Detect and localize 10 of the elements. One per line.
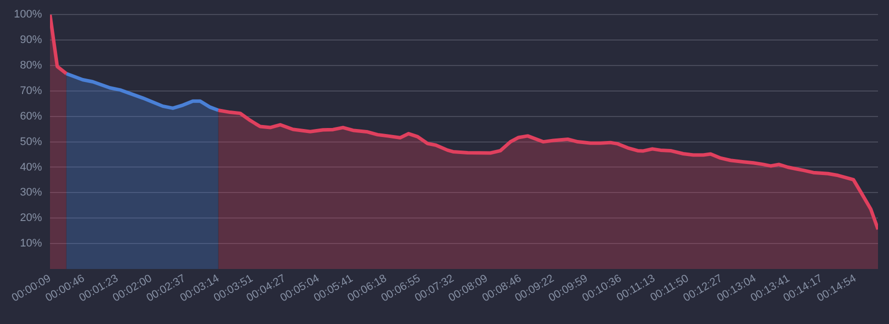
y-tick-label: 50% xyxy=(20,136,42,148)
y-tick-label: 80% xyxy=(20,60,42,72)
y-tick-label: 70% xyxy=(20,84,42,97)
y-tick-label: 40% xyxy=(20,161,42,174)
y-tick-label: 60% xyxy=(20,110,42,122)
y-tick-label: 90% xyxy=(20,34,42,46)
y-tick-label: 10% xyxy=(20,238,42,250)
y-tick-label: 20% xyxy=(20,212,42,224)
y-tick-label: 100% xyxy=(14,8,42,21)
y-tick-label: 30% xyxy=(20,186,42,199)
